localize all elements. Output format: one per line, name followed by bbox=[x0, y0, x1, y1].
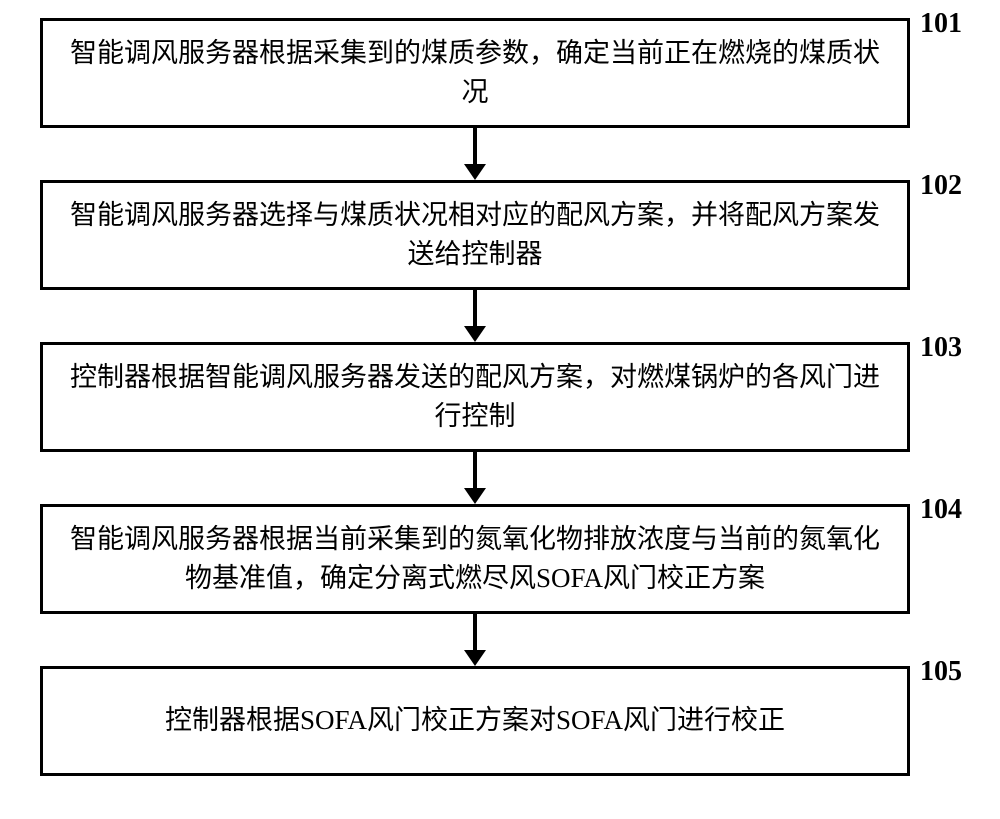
flowchart-stage: 智能调风服务器根据采集到的煤质参数，确定当前正在燃烧的煤质状况 101 智能调风服务… bbox=[0, 0, 1000, 819]
flow-step-label-102: 102 bbox=[920, 170, 962, 202]
arrow-head-2 bbox=[464, 326, 486, 342]
flow-step-text: 智能调风服务器根据当前采集到的氮氧化物排放浓度与当前的氮氧化物基准值，确定分离式… bbox=[67, 520, 883, 598]
arrow-head-4 bbox=[464, 650, 486, 666]
arrow-line-4 bbox=[473, 614, 477, 650]
flow-step-text: 控制器根据智能调风服务器发送的配风方案，对燃煤锅炉的各风门进行控制 bbox=[67, 358, 883, 436]
flow-step-104: 智能调风服务器根据当前采集到的氮氧化物排放浓度与当前的氮氧化物基准值，确定分离式… bbox=[40, 504, 910, 614]
flow-step-label-101: 101 bbox=[920, 8, 962, 40]
arrow-line-3 bbox=[473, 452, 477, 488]
flow-step-text: 控制器根据SOFA风门校正方案对SOFA风门进行校正 bbox=[165, 701, 785, 740]
arrow-line-2 bbox=[473, 290, 477, 326]
flow-step-label-105: 105 bbox=[920, 656, 962, 688]
arrow-head-3 bbox=[464, 488, 486, 504]
flow-step-101: 智能调风服务器根据采集到的煤质参数，确定当前正在燃烧的煤质状况 bbox=[40, 18, 910, 128]
flow-step-103: 控制器根据智能调风服务器发送的配风方案，对燃煤锅炉的各风门进行控制 bbox=[40, 342, 910, 452]
flow-step-text: 智能调风服务器选择与煤质状况相对应的配风方案，并将配风方案发送给控制器 bbox=[67, 196, 883, 274]
flow-step-105: 控制器根据SOFA风门校正方案对SOFA风门进行校正 bbox=[40, 666, 910, 776]
flow-step-label-103: 103 bbox=[920, 332, 962, 364]
flow-step-text: 智能调风服务器根据采集到的煤质参数，确定当前正在燃烧的煤质状况 bbox=[67, 34, 883, 112]
flow-step-label-104: 104 bbox=[920, 494, 962, 526]
flow-step-102: 智能调风服务器选择与煤质状况相对应的配风方案，并将配风方案发送给控制器 bbox=[40, 180, 910, 290]
arrow-line-1 bbox=[473, 128, 477, 164]
arrow-head-1 bbox=[464, 164, 486, 180]
